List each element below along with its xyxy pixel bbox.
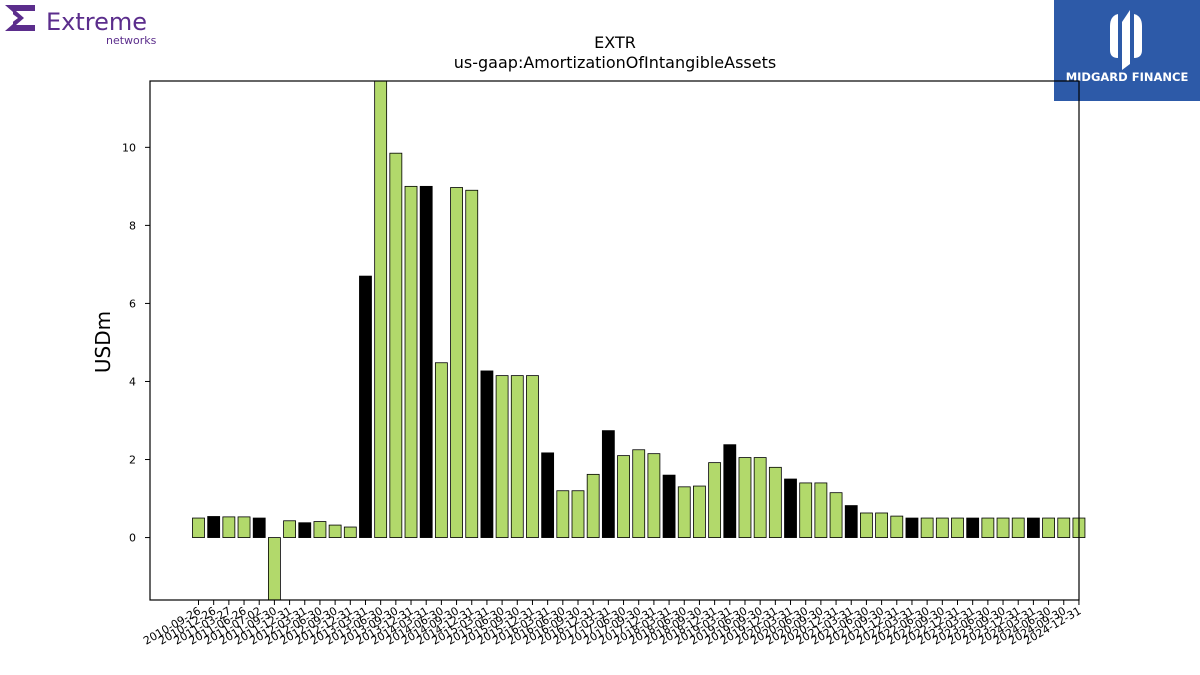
bar-2023-03-31: [966, 517, 980, 538]
extreme-x-icon: [5, 5, 35, 31]
bar-2015-06-30: [495, 375, 509, 538]
y-tick-label: 0: [129, 532, 136, 545]
bar-2014-03-31: [419, 185, 433, 538]
logo-word: Extreme: [46, 8, 147, 36]
bar-2015-03-31: [480, 370, 494, 538]
bar-2024-06-30: [1042, 517, 1055, 538]
bar-2013-06-30: [374, 80, 388, 538]
bar-2012-09-30: [328, 524, 342, 538]
bar-2019-09-30: [753, 457, 767, 538]
y-ticks-group: 0 2 4 6 8 10: [122, 141, 150, 545]
bar-2016-09-30: [571, 490, 585, 538]
bar-2013-09-30: [389, 152, 403, 538]
y-tick-label: 10: [122, 141, 136, 154]
bar-2023-06-30: [981, 517, 995, 538]
bar-2020-06-30: [799, 482, 813, 538]
bar-2021-12-31: [890, 515, 904, 538]
midgard-logo-mark: MIDGARD FINANCE: [1066, 10, 1189, 84]
chart-title: EXTR: [594, 33, 636, 52]
bar-2019-12-31: [768, 466, 782, 538]
bar-2024-09-30: [1057, 517, 1071, 538]
plot-frame: [149, 80, 1080, 601]
bar-2022-12-31: [951, 517, 964, 538]
bar-2014-09-30: [450, 187, 463, 538]
bar-2017-03-31: [601, 430, 615, 538]
y-tick-label: 6: [129, 297, 136, 310]
bar-2015-12-31: [526, 375, 539, 538]
y-tick-label: 4: [129, 375, 136, 388]
bar-2011-07-02: [252, 517, 266, 538]
x-ticks-group: 2010-09-262010-12-262011-03-272011-06-26…: [141, 600, 1083, 648]
bar-2012-03-31: [298, 522, 312, 538]
extreme-logo-mark: Extreme networks: [5, 5, 157, 47]
bar-2020-12-31: [829, 492, 843, 538]
bar-2023-09-30: [996, 517, 1010, 538]
chart-subtitle: us-gaap:AmortizationOfIntangibleAssets: [454, 53, 776, 72]
bar-2022-06-30: [920, 517, 934, 538]
y-axis-label: USDm: [91, 311, 115, 373]
bar-2023-12-31: [1011, 517, 1025, 538]
bar-2017-09-30: [632, 449, 646, 538]
bar-2020-09-30: [814, 482, 828, 538]
bar-2016-03-31: [541, 452, 555, 538]
bar-2024-03-31: [1027, 517, 1040, 538]
bar-2010-12-26: [207, 516, 221, 538]
bar-2022-03-31: [905, 517, 919, 538]
bar-2011-12-31: [283, 520, 296, 538]
bar-2011-09-30: [267, 537, 281, 601]
bar-2012-06-30: [313, 521, 327, 538]
bar-2010-09-26: [192, 517, 205, 538]
midgard-logo-text: MIDGARD FINANCE: [1066, 70, 1189, 84]
logo-sub: networks: [106, 34, 157, 47]
bar-2018-03-31: [662, 474, 676, 538]
bar-2014-06-30: [434, 362, 448, 538]
bar-2018-09-30: [693, 485, 706, 538]
bar-2021-06-30: [860, 512, 873, 538]
bar-2012-12-31: [343, 526, 357, 538]
bar-2021-03-31: [844, 505, 858, 538]
bar-2017-12-31: [647, 453, 661, 538]
bars-group: [192, 80, 1086, 601]
bar-2014-12-31: [465, 189, 479, 538]
y-tick-label: 2: [129, 454, 136, 467]
bar-2017-06-30: [617, 455, 630, 538]
bar-2020-03-31: [784, 478, 797, 538]
bar-2011-03-27: [222, 516, 236, 538]
y-tick-label: 8: [129, 219, 136, 232]
midgard-finance-logo: MIDGARD FINANCE: [1054, 0, 1200, 101]
midgard-m-icon: [1110, 10, 1142, 70]
bar-2021-09-30: [875, 512, 888, 538]
bar-2011-06-26: [237, 516, 251, 538]
bar-2019-03-31: [723, 444, 737, 538]
bar-2016-12-31: [586, 473, 600, 538]
bar-2019-06-30: [738, 457, 752, 538]
extreme-networks-logo: Extreme networks: [0, 0, 200, 56]
bar-2018-06-30: [677, 486, 691, 538]
bar-2018-12-31: [708, 462, 722, 538]
bar-2013-12-31: [404, 185, 418, 538]
bar-2013-03-31: [359, 275, 372, 538]
bar-2016-06-30: [556, 490, 570, 538]
bar-2015-09-30: [510, 375, 524, 538]
bar-2022-09-30: [935, 517, 949, 538]
